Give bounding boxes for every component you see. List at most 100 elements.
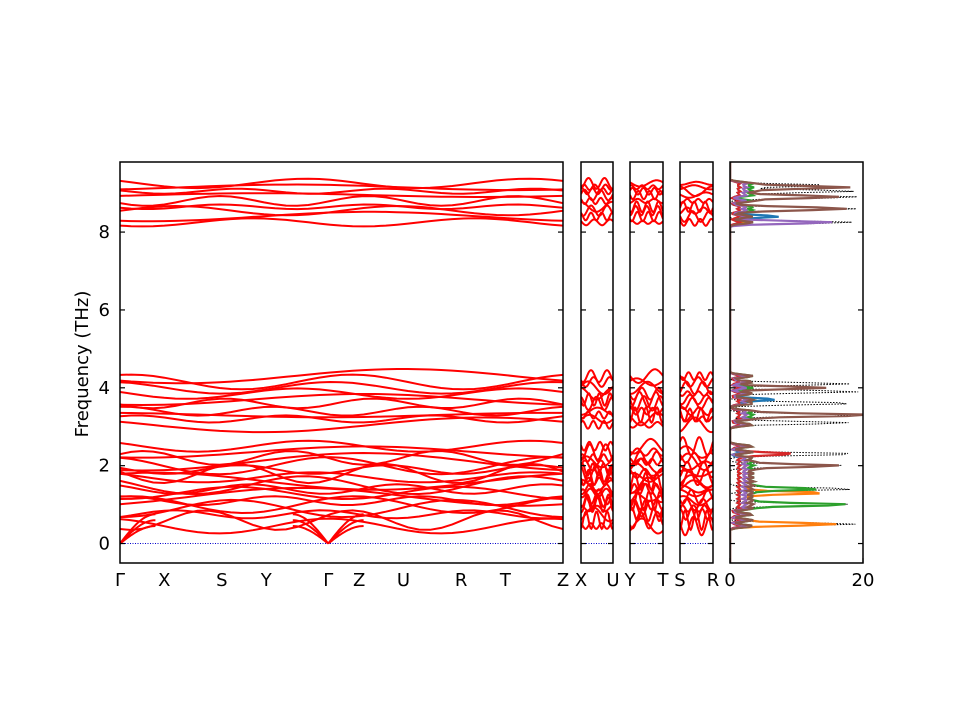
phonon-band: [120, 471, 563, 491]
phonon-band: [581, 211, 613, 222]
x-tick-label: T: [657, 570, 670, 591]
phonon-band: [120, 177, 563, 190]
phonon-band: [630, 491, 663, 502]
phonon-band: [120, 203, 563, 211]
phonon-band: [120, 456, 563, 476]
phonon-band: [630, 189, 663, 201]
phonon-band: [581, 413, 613, 425]
phonon-band: [120, 445, 563, 459]
acoustic-branch: [327, 513, 364, 545]
acoustic-branch: [120, 525, 156, 545]
x-tick-label: X: [575, 570, 587, 591]
phonon-band: [680, 479, 713, 491]
phonon-band: [680, 197, 713, 205]
phonon-band: [680, 180, 713, 186]
phonon-band: [120, 217, 563, 228]
phonon-band: [581, 522, 613, 530]
acoustic-branch: [327, 525, 364, 545]
phonon-band: [630, 406, 663, 416]
dos-x-tick-label: 20: [852, 570, 875, 591]
x-tick-label: Z: [557, 570, 569, 591]
phonon-band: [120, 485, 563, 501]
phonon-band: [120, 495, 563, 515]
phonon-band: [581, 406, 613, 416]
band-panel-1: [120, 177, 563, 545]
phonon-band: [120, 451, 563, 472]
phonon-band: [120, 517, 563, 535]
phonon-band: [120, 397, 563, 410]
y-axis-title: Frequency (THz): [72, 291, 93, 438]
phonon-band: [630, 368, 663, 385]
acoustic-branch: [292, 513, 329, 545]
x-tick-label: S: [674, 570, 685, 591]
x-tick-label: R: [707, 570, 720, 591]
phonon-band: [120, 462, 563, 485]
phonon-band: [630, 506, 663, 523]
dos-plot: [730, 162, 863, 563]
phonon-band: [680, 371, 713, 382]
phonon-band: [581, 419, 613, 430]
phonon-band: [581, 176, 613, 190]
x-tick-label: U: [606, 570, 619, 591]
phonon-band: [120, 483, 563, 495]
phonon-band: [630, 219, 663, 225]
dos-curves: [730, 162, 863, 563]
phonon-band: [630, 406, 663, 424]
phonon-band: [120, 194, 563, 207]
phonon-band: [581, 187, 613, 196]
phonon-band: [630, 377, 663, 387]
phonon-band: [120, 405, 563, 417]
phonon-band: [630, 447, 663, 457]
phonon-band: [581, 440, 613, 452]
band-panel-frame: [580, 161, 614, 564]
phonon-band: [581, 183, 613, 192]
phonon-band: [680, 393, 713, 406]
x-tick-label: X: [158, 570, 170, 591]
phonon-band: [680, 184, 713, 191]
phonon-band: [680, 507, 713, 522]
phonon-band: [581, 482, 613, 496]
phonon-band: [120, 380, 563, 395]
phonon-band: [581, 386, 613, 401]
acoustic-branch: [120, 513, 156, 545]
phonon-band: [581, 380, 613, 396]
phonon-band: [120, 416, 563, 434]
phonon-band: [680, 452, 713, 471]
phonon-band: [630, 421, 663, 429]
y-tick-label: 2: [99, 456, 110, 477]
phonon-band: [680, 407, 713, 423]
phonon-band: [581, 506, 613, 523]
phonon-band: [630, 472, 663, 483]
phonon-band: [120, 192, 563, 198]
phonon-band: [680, 495, 713, 507]
phonon-band: [120, 498, 563, 519]
phonon-band: [680, 460, 713, 471]
phonon-band: [120, 210, 563, 223]
phonon-band: [120, 183, 563, 192]
phonon-band: [630, 186, 663, 196]
phonon-band: [630, 457, 663, 466]
phonon-band: [120, 393, 563, 407]
x-tick-label: Γ: [323, 570, 333, 591]
phonon-band: [630, 386, 663, 401]
x-tick-label: U: [397, 570, 410, 591]
x-tick-label: R: [455, 570, 468, 591]
phonon-band: [630, 510, 663, 530]
phonon-band: [680, 217, 713, 227]
phonon-band: [630, 395, 663, 412]
phonon-band: [581, 204, 613, 217]
phonon-band: [120, 449, 563, 466]
partial-dos-line: [730, 162, 863, 563]
band-panel-3: [630, 179, 663, 545]
phonon-band: [630, 179, 663, 188]
phonon-band: [630, 411, 663, 427]
y-tick-label: 4: [99, 378, 110, 399]
phonon-band: [680, 488, 713, 498]
phonon-band: [120, 439, 563, 453]
phonon-band: [630, 476, 663, 494]
phonon-band: [120, 414, 563, 424]
acoustic-branch: [292, 525, 329, 545]
phonon-band: [630, 197, 663, 205]
phonon-band: [581, 455, 613, 469]
